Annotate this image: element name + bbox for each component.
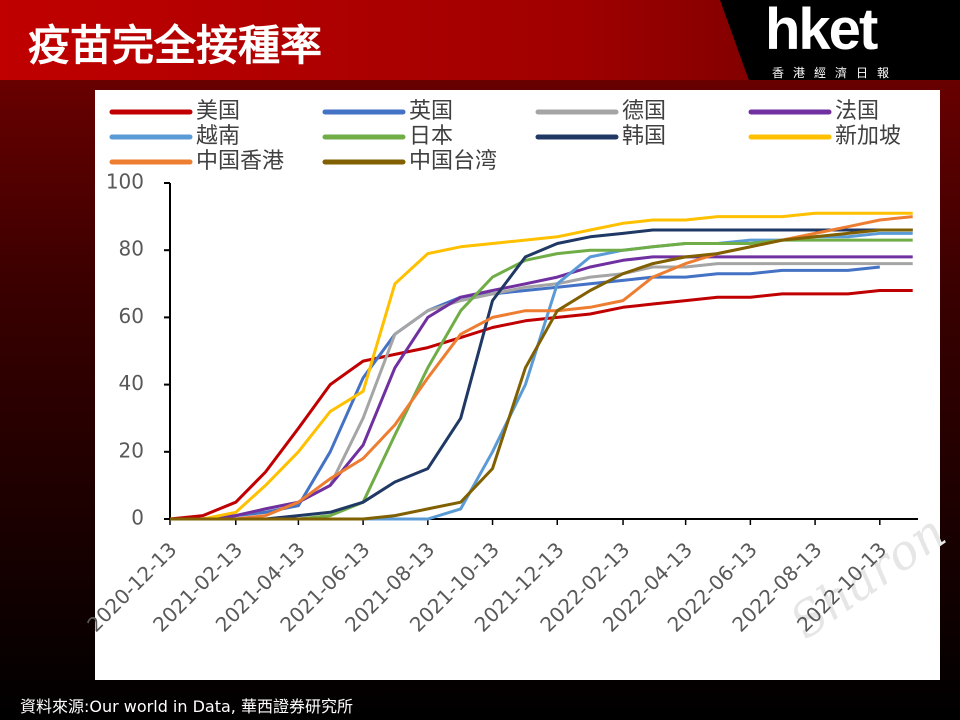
series-line: [169, 289, 913, 521]
series-line: [170, 228, 913, 521]
y-tick-label: 0: [131, 506, 144, 530]
y-tick-label: 40: [119, 371, 144, 395]
y-tick-label: 100: [106, 170, 144, 194]
legend-label: 新加坡: [835, 124, 901, 149]
legend-label: 美国: [196, 99, 240, 124]
y-tick-label: 20: [119, 438, 144, 462]
legend-label: 英国: [409, 99, 453, 124]
source-note: 資料來源:Our world in Data, 華西證券研究所: [20, 697, 353, 716]
legend-label: 韩国: [622, 124, 666, 149]
series-line: [170, 228, 913, 521]
legend-label: 日本: [409, 124, 453, 149]
legend-label: 中国香港: [196, 149, 284, 174]
logo: hket: [765, 0, 878, 62]
logo-subtitle: 香港經濟日報: [772, 66, 899, 80]
series-line: [170, 211, 913, 521]
legend-label: 中国台湾: [409, 149, 497, 174]
chart-background: [95, 90, 940, 680]
y-tick-label: 60: [119, 304, 144, 328]
legend-label: 德国: [622, 99, 666, 124]
legend-label: 法国: [835, 99, 879, 124]
logo-background: [720, 0, 960, 80]
legend-label: 越南: [196, 124, 240, 149]
slide-title: 疫苗完全接種率: [28, 21, 323, 70]
y-tick-label: 80: [119, 237, 144, 261]
